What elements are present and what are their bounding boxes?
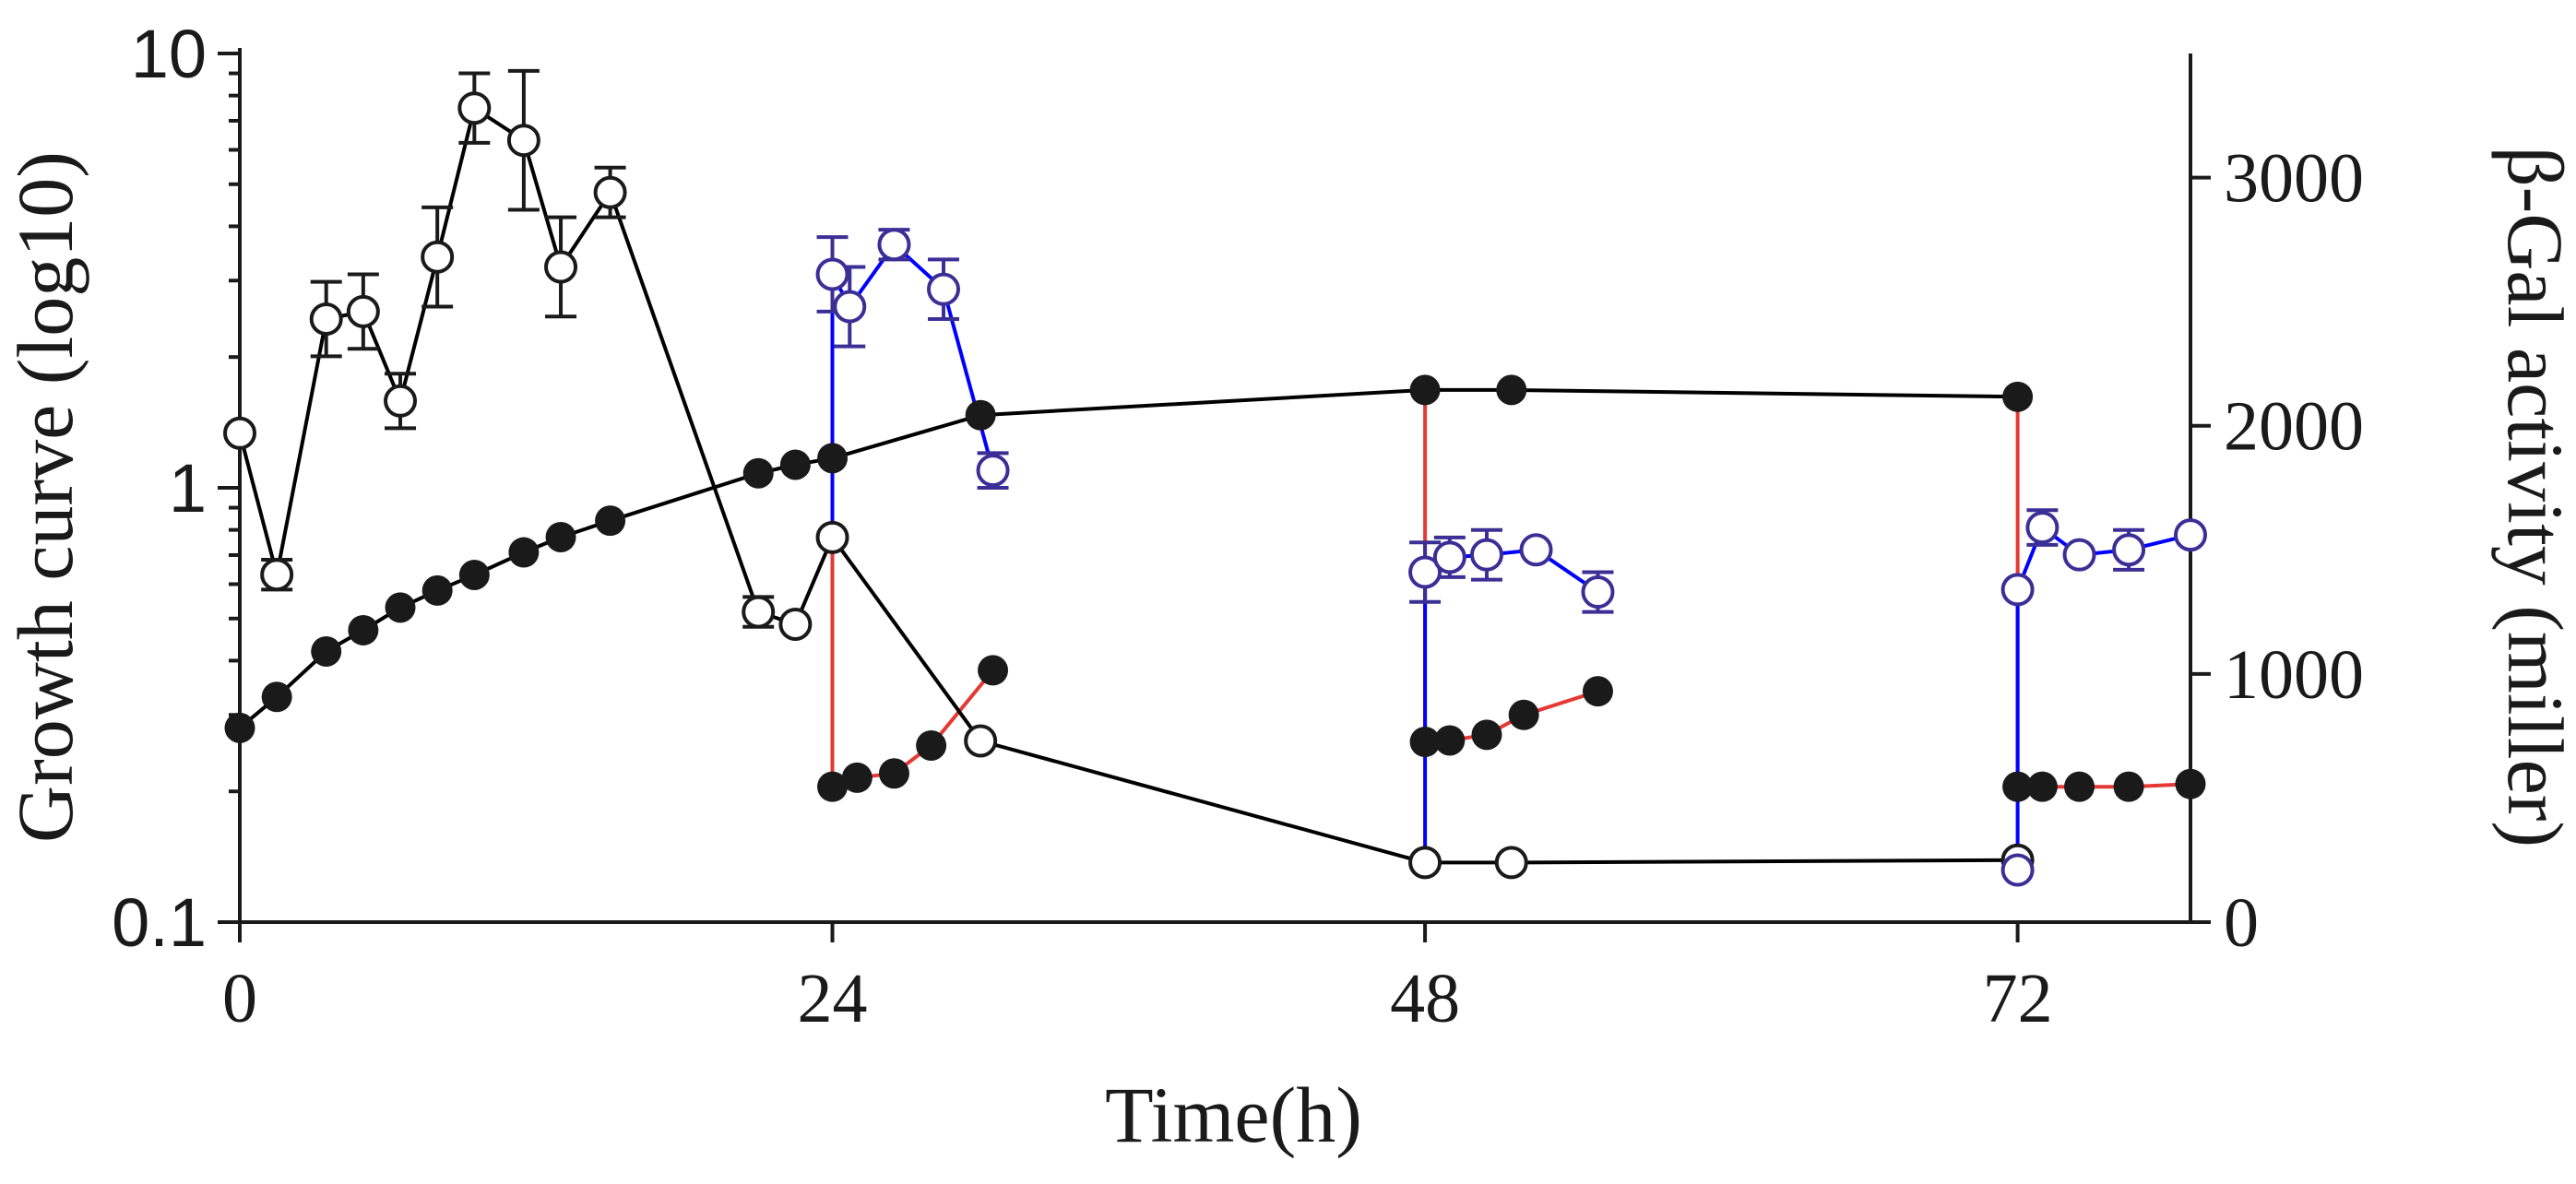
growth-curve-data-point [878, 758, 909, 789]
beta-gal-activity-data-point [1519, 533, 1553, 567]
beta-gal-activity-line-segment [830, 243, 995, 538]
beta-gal-activity-data-point [2174, 518, 2207, 552]
growth-curve-data-point [2026, 771, 2058, 802]
beta-gal-activity-data-point [457, 91, 492, 125]
beta-gal-activity-line-segment [2015, 526, 2191, 872]
beta-gal-activity-data-point [742, 595, 776, 629]
growth-curve-data-point [508, 537, 540, 568]
x-tick-label: 72 [1983, 960, 2053, 1037]
x-tick-label: 48 [1390, 960, 1460, 1037]
beta-gal-activity-data-point [544, 250, 578, 284]
growth-curve-data-point [978, 655, 1009, 686]
growth-curve-line-segment [830, 457, 995, 789]
axes-layer [238, 48, 2192, 924]
series-lines-layer [238, 106, 2191, 872]
ticks-layer: 0 24 48 72 0.1 1 10 0 1000 2000 3000 [112, 16, 2364, 1037]
growth-curve-data-point [1508, 699, 1539, 730]
growth-curve-data-point [1582, 676, 1613, 707]
beta-gal-activity-data-point [1408, 846, 1442, 880]
growth-curve-data-point [1471, 719, 1502, 751]
beta-gal-activity-data-point [1469, 538, 1503, 572]
left-y-axis-title: Growth curve (log10) [1, 151, 89, 843]
growth-curve-data-point [965, 399, 996, 431]
beta-gal-activity-data-point [2000, 853, 2035, 887]
growth-curve-data-point [841, 762, 873, 793]
growth-curve-data-point [348, 614, 379, 645]
beta-gal-activity-data-point [1408, 555, 1442, 589]
beta-gal-activity-data-point [833, 290, 867, 324]
growth-curve-data-point [311, 635, 342, 667]
right-y-tick-label: 3000 [2224, 140, 2364, 218]
beta-gal-activity-data-point [421, 240, 455, 274]
growth-curve-data-point [2175, 768, 2206, 799]
beta-gal-activity-data-point [815, 520, 849, 554]
x-axis-title: Time(h) [1105, 1071, 1362, 1159]
growth-curve-data-point [2002, 381, 2034, 412]
beta-gal-activity-data-point [976, 454, 1010, 488]
beta-gal-activity-data-point [2000, 573, 2035, 607]
x-tick-label: 24 [798, 960, 868, 1037]
growth-curve-data-point [1409, 727, 1441, 758]
beta-gal-activity-data-point [2025, 511, 2060, 545]
growth-curve-data-point [1434, 725, 1466, 756]
markers-layer [223, 91, 2207, 887]
left-y-tick-label: 10 [131, 16, 207, 92]
beta-gal-activity-data-point [877, 228, 911, 262]
beta-gal-activity-data-point [778, 608, 813, 642]
growth-curve-data-point [545, 521, 576, 552]
growth-curve-data-point [817, 443, 849, 474]
right-y-axis-title: β-Gal activity (miller) [2491, 147, 2576, 847]
growth-curve-data-point [595, 505, 626, 537]
growth-curve-data-point [2064, 771, 2095, 802]
growth-curve-data-point [742, 457, 774, 489]
growth-curve-data-point [779, 449, 811, 480]
right-y-tick-label: 0 [2224, 884, 2259, 962]
beta-gal-activity-line-segment [238, 106, 2018, 865]
left-y-tick-label: 0.1 [112, 884, 207, 961]
beta-gal-activity-data-point [1432, 540, 1466, 574]
beta-gal-activity-data-point [506, 124, 540, 158]
beta-gal-activity-data-point [593, 175, 627, 209]
beta-gal-activity-data-point [309, 302, 343, 336]
growth-curve-data-point [385, 592, 416, 623]
beta-gal-activity-data-point [2112, 533, 2146, 567]
beta-gal-activity-data-point [1581, 575, 1615, 610]
growth-curve-data-point [1496, 374, 1527, 406]
growth-curve-data-point [421, 574, 453, 606]
growth-curve-line-segment [2015, 397, 2191, 789]
growth-curve-data-point [224, 712, 255, 743]
right-y-tick-label: 2000 [2224, 388, 2364, 466]
beta-gal-activity-data-point [815, 257, 849, 291]
growth-curve-data-point [1409, 374, 1441, 406]
growth-curve-data-point [261, 681, 292, 713]
growth-curve-data-point [2002, 771, 2034, 802]
right-y-tick-label: 1000 [2224, 636, 2364, 714]
beta-gal-activity-data-point [223, 416, 256, 450]
beta-gal-activity-data-point [384, 384, 418, 418]
beta-gal-activity-data-point [927, 272, 961, 306]
x-tick-label: 0 [222, 960, 257, 1037]
growth-curve-data-point [458, 560, 490, 591]
beta-gal-activity-data-point [2062, 538, 2096, 572]
growth-curve-data-point [817, 771, 849, 802]
growth-curve-line-segment [238, 387, 2018, 729]
growth-curve-data-point [916, 730, 947, 762]
growth-curve-data-point [2113, 771, 2144, 802]
beta-gal-activity-data-point [260, 558, 294, 592]
beta-gal-activity-data-point [346, 294, 380, 328]
left-y-tick-label: 1 [169, 450, 207, 527]
beta-gal-activity-data-point [964, 724, 998, 758]
beta-gal-activity-data-point [1494, 846, 1528, 880]
